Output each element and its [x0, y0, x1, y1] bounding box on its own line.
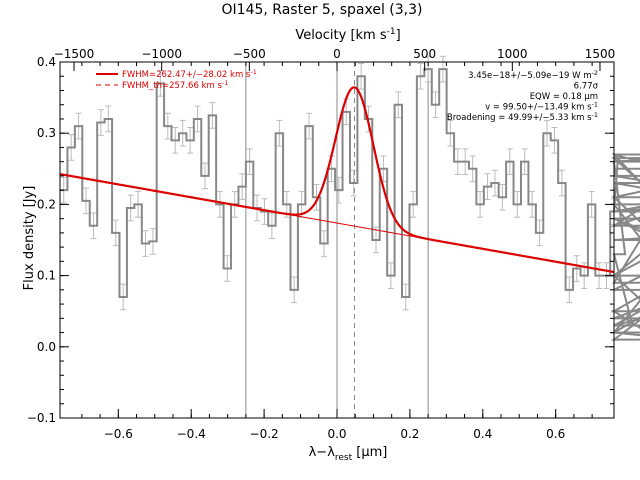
top-axis-label-sup: -1 [387, 27, 396, 37]
chart-title: OI145, Raster 5, spaxel (3,3) [222, 2, 423, 18]
top-tick-label: 1000 [497, 47, 528, 61]
annotation-sup: -1 [592, 101, 598, 109]
y-tick-label: −0.1 [27, 411, 56, 425]
top-tick-label: 500 [413, 47, 436, 61]
annotation-text: EQW = 0.18 μm [530, 92, 598, 102]
annotation-sup: -2 [592, 69, 598, 77]
spectrum-line [60, 68, 640, 341]
x-tick-label: 0.2 [400, 427, 419, 441]
top-axis-label-text: Velocity [km s [295, 28, 387, 43]
y-tick-label: 0.4 [37, 55, 56, 69]
annotation-text: Broadening = 49.99+/−5.33 km s-1 [447, 111, 598, 123]
legend-label-sup: -1 [250, 68, 256, 76]
x-tick-label: −0.6 [104, 427, 133, 441]
top-axis-label-end: ] [396, 28, 401, 43]
annotation-main: 6.77σ [574, 82, 599, 92]
gaussian-fit-line [59, 86, 615, 274]
x-axis-label-unit: [μm] [352, 445, 387, 460]
x-axis-label-main: λ−λ [309, 445, 336, 460]
x-tick-label: −0.2 [250, 427, 279, 441]
annotation-main: 3.45e−18+/−5.09e−19 W m [468, 71, 591, 81]
data-series [60, 68, 640, 341]
top-tick-label: 0 [333, 47, 341, 61]
legend-label-text: FWHM_th=257.66 km s [122, 81, 222, 91]
x-tick-label: 0.4 [473, 427, 492, 441]
annotation-text: 6.77σ [574, 82, 599, 92]
y-tick-label: 0.3 [37, 126, 56, 140]
annotation-main: v = 99.50+/−13.49 km s [485, 103, 592, 113]
legend-label: FWHM_th=257.66 km s-1 [122, 79, 228, 91]
top-tick-label: −1000 [141, 47, 182, 61]
annotation-main: Broadening = 49.99+/−5.33 km s [447, 113, 592, 123]
legend-label: FWHM=262.47+/−28.02 km s-1 [122, 68, 257, 80]
annotation-main: EQW = 0.18 μm [530, 92, 598, 102]
y-tick-label: 0.0 [37, 340, 56, 354]
axes: −0.6 −0.4 −0.2 0.0 0.2 0.4 0.6 −0.1 0.0 0.1 0.2 0.3… [27, 47, 615, 441]
legend-label-sup: -1 [222, 79, 228, 87]
top-tick-label: 1500 [585, 47, 616, 61]
x-tick-label: 0.6 [546, 427, 565, 441]
x-axis-label: λ−λrest [μm] [309, 445, 388, 463]
legend-label-text: FWHM=262.47+/−28.02 km s [122, 70, 251, 80]
annotation-text: v = 99.50+/−13.49 km s-1 [485, 101, 598, 113]
annotation-text: 3.45e−18+/−5.09e−19 W m-2 [468, 69, 598, 81]
annotation-sup: -1 [592, 111, 598, 119]
x-axis-label-sub: rest [335, 453, 353, 463]
top-tick-label: −1500 [54, 47, 95, 61]
top-tick-label: −500 [233, 47, 266, 61]
y-tick-label: 0.1 [37, 269, 56, 283]
fit-series [59, 86, 615, 274]
y-tick-label: 0.2 [37, 197, 56, 211]
top-axis-label: Velocity [km s-1] [295, 27, 400, 43]
x-tick-label: −0.4 [177, 427, 206, 441]
legend: FWHM=262.47+/−28.02 km s-1FWHM_th=257.66… [96, 68, 257, 91]
x-tick-label: 0.0 [327, 427, 346, 441]
y-axis-label: Flux density [Jy] [22, 186, 37, 291]
